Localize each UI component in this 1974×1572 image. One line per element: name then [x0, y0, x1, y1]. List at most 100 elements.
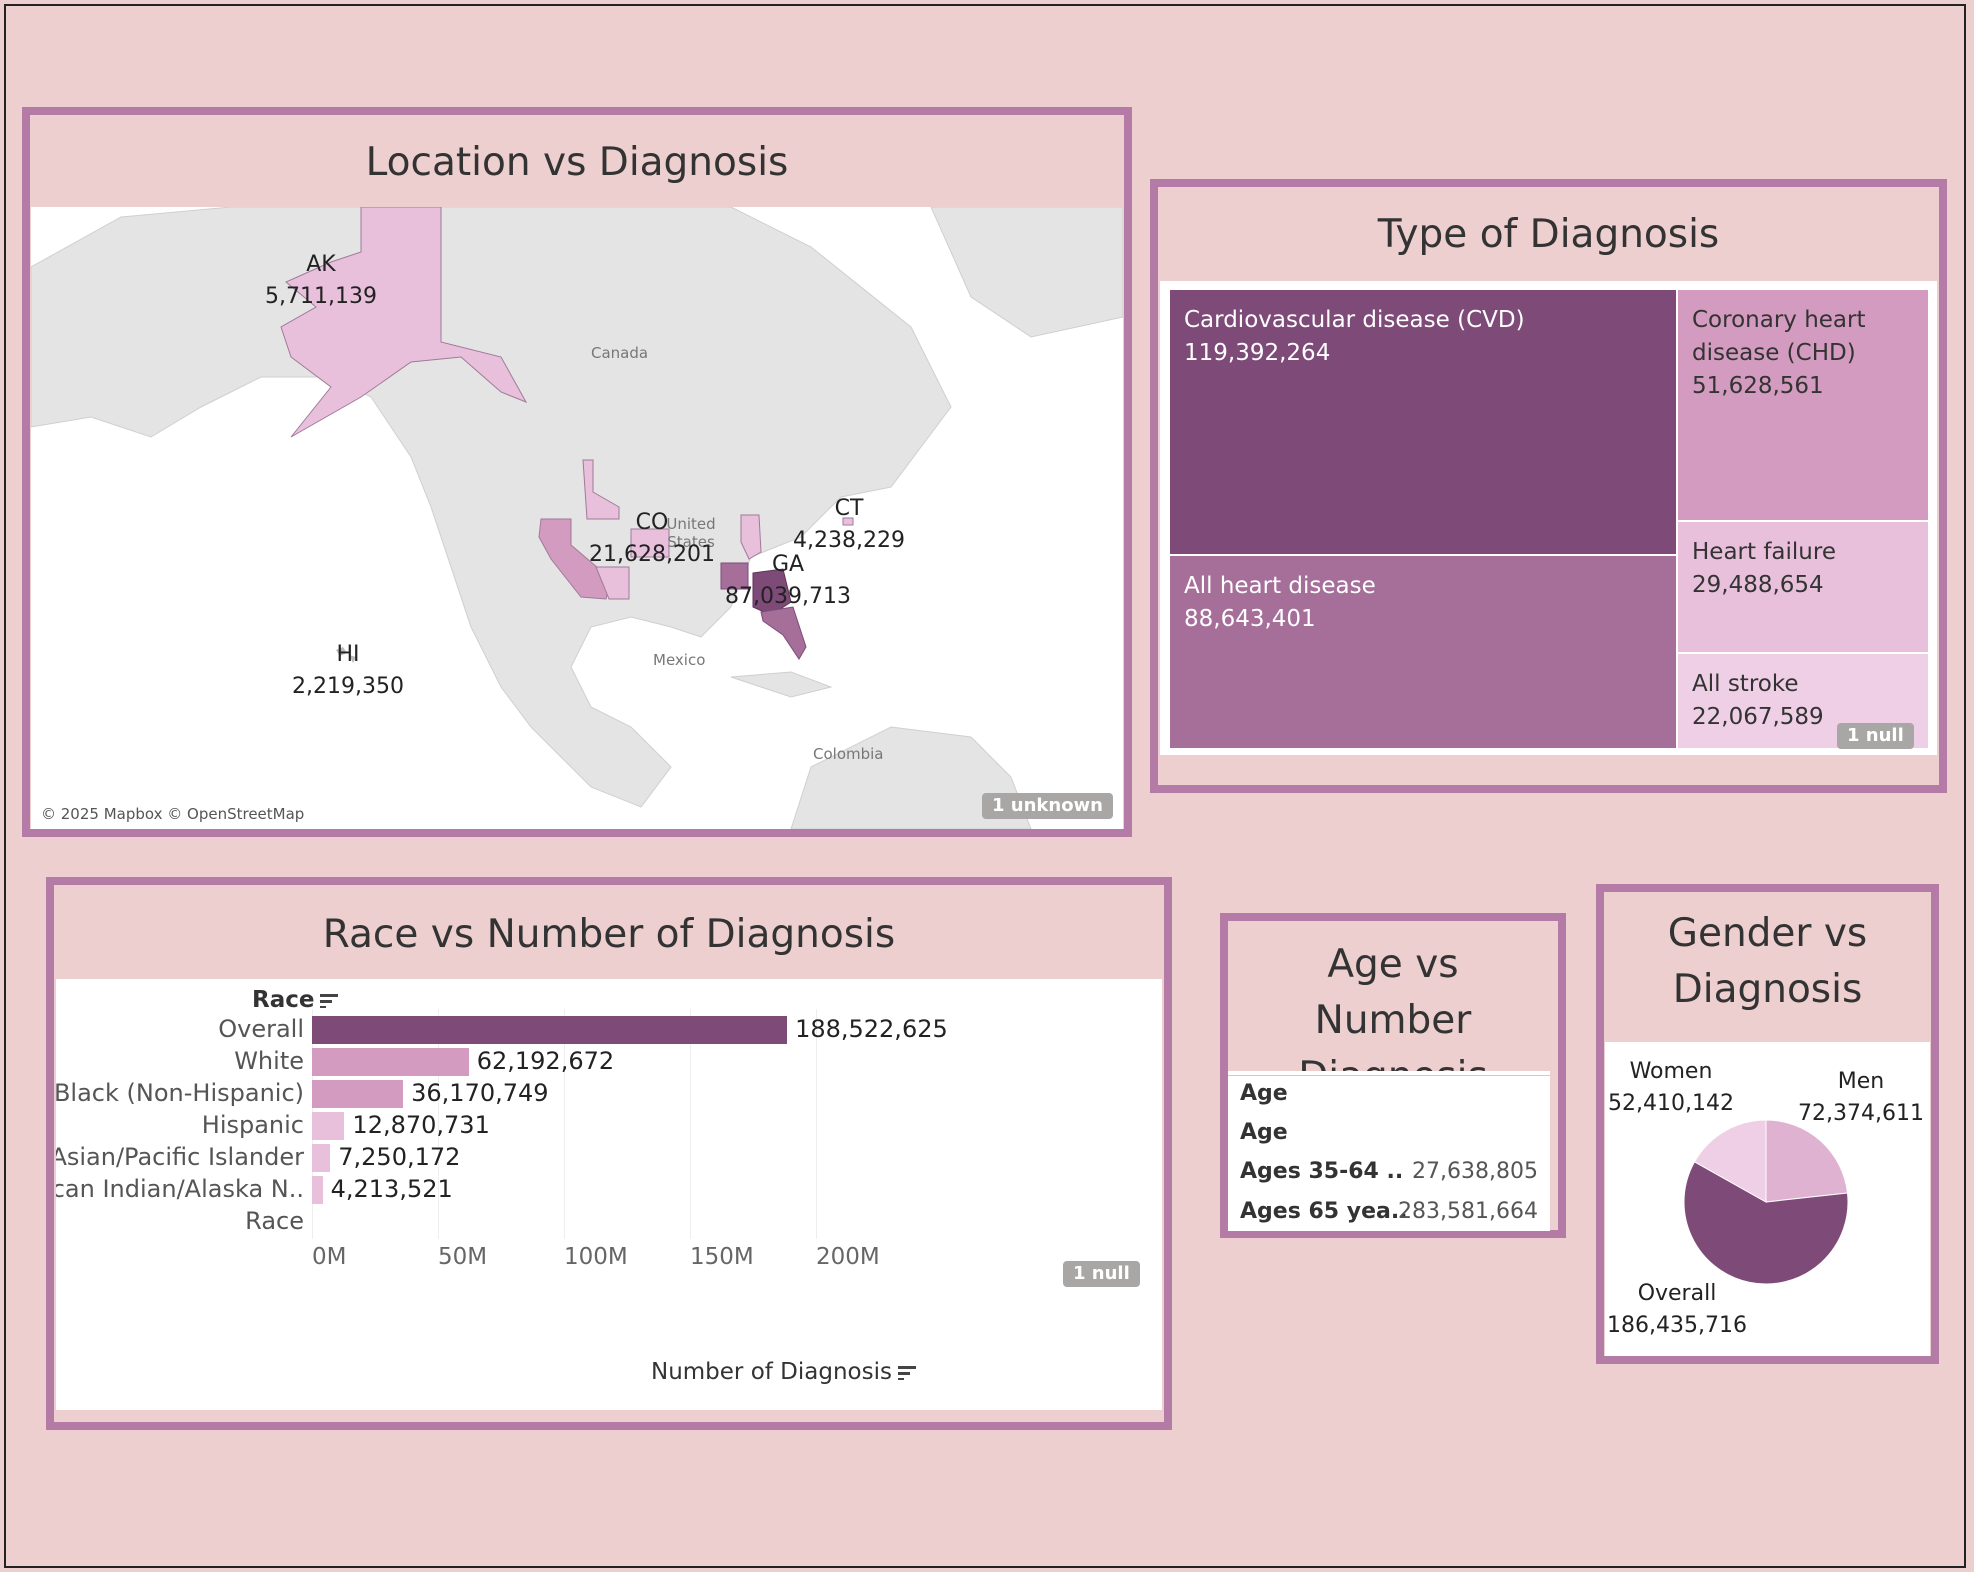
state-arkansas [720, 562, 749, 590]
gridline [690, 1009, 691, 1239]
state-value: 4,238,229 [793, 528, 905, 553]
race-bar[interactable] [312, 1176, 323, 1204]
slice-name: Overall [1637, 1281, 1717, 1306]
race-value-label: 188,522,625 [795, 1015, 948, 1043]
south-america-land [790, 726, 1032, 829]
race-bar[interactable] [312, 1048, 469, 1076]
cell-label: All stroke [1692, 671, 1799, 697]
treemap-cell-cvd[interactable]: Cardiovascular disease (CVD) 119,392,264 [1170, 290, 1676, 554]
gender-panel: Gender vs Diagnosis Women 52,410,142 Men… [1596, 884, 1939, 1364]
map-title: Location vs Diagnosis [365, 140, 789, 185]
state-colorado [630, 528, 670, 558]
x-tick-label: 200M [816, 1244, 880, 1270]
treemap-title: Type of Diagnosis [1377, 212, 1720, 257]
gridline [438, 1009, 439, 1239]
country-label-us: United States [666, 515, 716, 551]
race-category-label[interactable]: Race [245, 1207, 304, 1235]
x-tick-label: 50M [438, 1244, 488, 1270]
state-value: 87,039,713 [725, 584, 851, 609]
cell-value: 29,488,654 [1692, 572, 1824, 598]
state-idaho [582, 459, 620, 520]
state-value: 21,628,201 [589, 542, 715, 567]
race-category-label[interactable]: American Indian/Alaska N.. [56, 1175, 304, 1203]
pie-slice-overall[interactable] [1683, 1161, 1849, 1285]
treemap-cell-heart-failure[interactable]: Heart failure 29,488,654 [1678, 522, 1928, 652]
state-california [538, 518, 612, 600]
cell-label: Cardiovascular disease (CVD) [1184, 307, 1525, 333]
race-header[interactable]: Race [252, 987, 339, 1013]
map-svg[interactable] [31, 207, 1123, 829]
race-value-label: 4,213,521 [330, 1175, 453, 1203]
sort-icon[interactable] [897, 1365, 916, 1380]
age-table[interactable]: Age Age Ages 35-64 .. 27,638,805 Ages 65 … [1228, 1071, 1550, 1231]
pie-label-men: Men 72,374,611 [1791, 1066, 1930, 1130]
pie-label-women: Women 52,410,142 [1605, 1056, 1741, 1120]
race-bar[interactable] [312, 1080, 404, 1108]
country-label-canada: Canada [591, 344, 649, 362]
slice-value: 72,374,611 [1798, 1101, 1924, 1126]
race-plot: 0M 50M 100M 150M 200M Overall 188,522,625 White… [56, 979, 1162, 1410]
age-header: Age [1240, 1081, 1288, 1106]
race-category-label[interactable]: Hispanic [201, 1111, 304, 1139]
slice-value: 186,435,716 [1607, 1313, 1747, 1338]
map-attribution[interactable]: © 2025 Mapbox © OpenStreetMap [41, 805, 305, 823]
race-header-label: Race [252, 987, 315, 1013]
treemap-null-badge[interactable]: 1 null [1837, 723, 1914, 749]
state-label-ga: GA 87,039,713 [718, 549, 858, 613]
cell-label: All heart disease [1184, 573, 1376, 599]
state-arizona [595, 566, 630, 600]
race-value-label: 62,192,672 [476, 1047, 615, 1075]
race-category-label[interactable]: Black (Non-Hispanic) [56, 1079, 304, 1107]
map-panel: Location vs Diagnosis Canada United Stat… [22, 107, 1132, 837]
age-header-row-1: Age [1228, 1075, 1550, 1106]
state-alaska [280, 207, 528, 438]
race-xlabel[interactable]: Number of Diagnosis [651, 1359, 916, 1385]
race-category-label[interactable]: Overall [218, 1015, 304, 1043]
state-abbr: GA [771, 552, 805, 577]
race-value-label: 36,170,749 [411, 1079, 549, 1107]
gender-chart-area[interactable]: Women 52,410,142 Men 72,374,611 Overall … [1605, 1042, 1930, 1356]
state-hawaii [336, 647, 356, 663]
age-panel: Age vs Number Diagnosis Age Age Ages 35-… [1220, 913, 1566, 1238]
x-tick-label: 150M [690, 1244, 754, 1270]
sort-icon[interactable] [320, 993, 339, 1008]
cell-label: Coronary heart disease (CHD) [1692, 307, 1866, 366]
race-bar[interactable] [312, 1144, 331, 1172]
treemap-cell-stroke[interactable]: All stroke 22,067,589 [1678, 654, 1928, 748]
country-label-mexico: Mexico [653, 651, 706, 669]
state-value: 2,219,350 [292, 674, 404, 699]
treemap-cell-all-heart[interactable]: All heart disease 88,643,401 [1170, 556, 1676, 748]
cuba-land [730, 671, 833, 698]
unknown-badge[interactable]: 1 unknown [981, 793, 1113, 819]
pie-slice-men[interactable] [1765, 1119, 1849, 1203]
state-label-hi: HI 2,219,350 [283, 639, 413, 703]
age-label: Ages 65 yea.. [1240, 1199, 1408, 1224]
race-category-label[interactable]: White [234, 1047, 304, 1075]
slice-name: Women [1629, 1059, 1713, 1084]
race-bar[interactable] [312, 1016, 788, 1044]
treemap-panel: Type of Diagnosis Cardiovascular disease… [1150, 179, 1947, 793]
age-label: Ages 35-64 .. [1240, 1159, 1404, 1184]
x-tick-label: 0M [312, 1244, 347, 1270]
xlabel-text: Number of Diagnosis [651, 1359, 892, 1385]
state-label-ak: AK 5,711,139 [256, 249, 386, 313]
state-abbr: CT [834, 496, 864, 521]
gender-pie[interactable] [1605, 1042, 1930, 1356]
state-abbr: HI [336, 642, 360, 667]
treemap-cell-chd[interactable]: Coronary heart disease (CHD) 51,628,561 [1678, 290, 1928, 520]
state-connecticut [842, 517, 854, 526]
slice-name: Men [1837, 1069, 1885, 1094]
gridline [816, 1009, 817, 1239]
race-bar[interactable] [312, 1112, 345, 1140]
age-value: 283,581,664 [1398, 1199, 1538, 1224]
race-null-badge[interactable]: 1 null [1063, 1261, 1140, 1287]
race-chart-area[interactable]: Race 0M 50M 100M 150M 200M Overall 188,522,625… [56, 979, 1162, 1410]
race-category-label[interactable]: Asian/Pacific Islander [56, 1143, 304, 1171]
map-area[interactable]: Canada United States Mexico Colombia AK … [31, 207, 1123, 829]
gender-title: Gender vs Diagnosis [1667, 911, 1868, 1012]
state-abbr: AK [306, 252, 336, 277]
state-value: 5,711,139 [265, 284, 377, 309]
pie-slice-women[interactable] [1693, 1119, 1767, 1203]
race-value-label: 7,250,172 [338, 1143, 461, 1171]
treemap-area[interactable]: Cardiovascular disease (CVD) 119,392,264… [1160, 281, 1937, 755]
